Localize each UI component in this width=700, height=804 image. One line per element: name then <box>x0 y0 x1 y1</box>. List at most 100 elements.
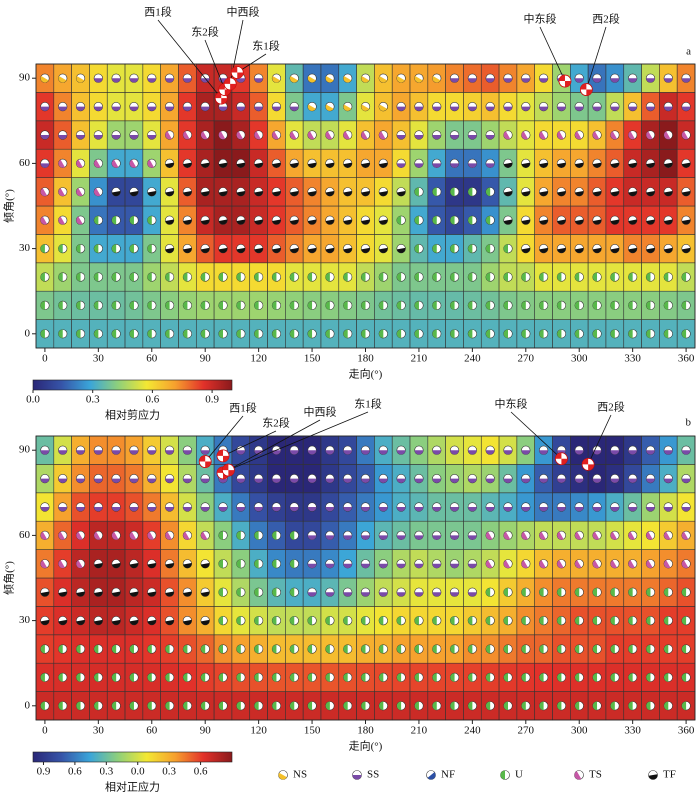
beachball <box>556 587 567 597</box>
colorbar-tick-label: 0.3 <box>86 394 100 406</box>
beachball <box>414 672 424 683</box>
ball-fill <box>379 191 388 197</box>
beachball <box>289 244 299 254</box>
beachball <box>271 215 282 225</box>
beachball <box>449 672 460 683</box>
beachball <box>503 502 513 512</box>
segment-ball <box>581 457 595 471</box>
ball-fill <box>521 219 531 225</box>
beachball <box>325 587 335 597</box>
ball-fill <box>361 301 366 310</box>
beachball <box>93 130 103 140</box>
beachball <box>681 615 691 626</box>
beachball <box>645 329 656 339</box>
beachball <box>539 215 549 225</box>
beachball <box>307 644 317 654</box>
ball-fill <box>165 301 170 310</box>
beachball <box>414 502 424 512</box>
beachball <box>645 272 656 282</box>
beachball <box>182 329 192 339</box>
beachball <box>289 587 299 597</box>
ball-fill <box>129 135 139 140</box>
beachball <box>40 474 50 484</box>
beachball <box>681 329 691 339</box>
beachball <box>236 559 246 569</box>
ball-fill <box>129 244 134 253</box>
segment-ball <box>223 77 237 91</box>
legend-label: SS <box>367 769 379 781</box>
ball-fill <box>236 191 246 197</box>
ball-fill <box>663 329 669 339</box>
beachball <box>58 329 68 339</box>
beachball <box>236 130 246 140</box>
beachball <box>556 502 567 512</box>
beachball <box>645 615 656 626</box>
beachball <box>218 530 228 541</box>
ball-fill <box>147 135 157 140</box>
beachball <box>574 644 584 654</box>
ball-fill <box>183 272 188 282</box>
beachball <box>271 701 282 711</box>
beachball <box>378 215 388 225</box>
beachball <box>40 272 50 282</box>
beachball <box>663 587 673 597</box>
beachball <box>378 644 388 654</box>
ball-fill <box>254 272 259 282</box>
beachball <box>414 644 424 654</box>
ball-fill <box>414 329 419 339</box>
beachball <box>521 701 531 711</box>
beachball <box>681 644 691 654</box>
beachball <box>396 300 406 311</box>
ball-fill <box>503 301 508 310</box>
beachball <box>200 187 210 197</box>
ball-fill <box>379 131 386 140</box>
ball-fill <box>58 135 68 140</box>
beachball <box>325 272 335 282</box>
beachball <box>645 701 656 711</box>
ball-fill <box>307 272 313 282</box>
beachball <box>681 73 691 83</box>
beachball <box>147 644 157 654</box>
ball-fill <box>664 191 673 197</box>
beachball <box>467 644 477 654</box>
beachball <box>289 272 299 282</box>
beachball <box>663 445 673 455</box>
beachball <box>574 244 584 254</box>
ball-fill <box>343 191 352 197</box>
beachball <box>396 530 406 541</box>
beachball <box>254 130 264 140</box>
ball-fill <box>307 162 317 168</box>
ball-fill <box>503 272 508 282</box>
beachball <box>574 672 584 683</box>
ball-fill <box>592 247 602 253</box>
beachball <box>111 215 121 225</box>
beachball <box>254 644 264 654</box>
ball-fill <box>165 131 172 140</box>
ball-fill <box>272 191 281 197</box>
beachball <box>271 130 282 140</box>
ball-fill <box>414 244 419 253</box>
x-tick-label: 120 <box>250 353 267 365</box>
beachball <box>200 130 210 140</box>
ball-fill <box>432 187 437 197</box>
beachball <box>307 587 317 597</box>
beachball <box>289 130 299 140</box>
ball-fill <box>414 135 424 140</box>
beachball <box>289 672 299 683</box>
ball-fill <box>129 159 137 168</box>
beachball <box>129 215 139 225</box>
beachball <box>414 101 424 112</box>
ball-fill <box>628 329 633 339</box>
beachball <box>610 329 620 339</box>
x-tick-label: 150 <box>304 725 321 737</box>
beachball <box>111 644 121 654</box>
beachball <box>75 215 86 225</box>
beachball <box>539 272 549 282</box>
beachball <box>58 672 68 683</box>
beachball <box>592 615 602 626</box>
beachball <box>628 101 638 112</box>
beachball <box>129 130 139 140</box>
ball-fill <box>450 135 459 140</box>
ball-fill <box>521 162 531 168</box>
ball-fill <box>200 191 210 197</box>
